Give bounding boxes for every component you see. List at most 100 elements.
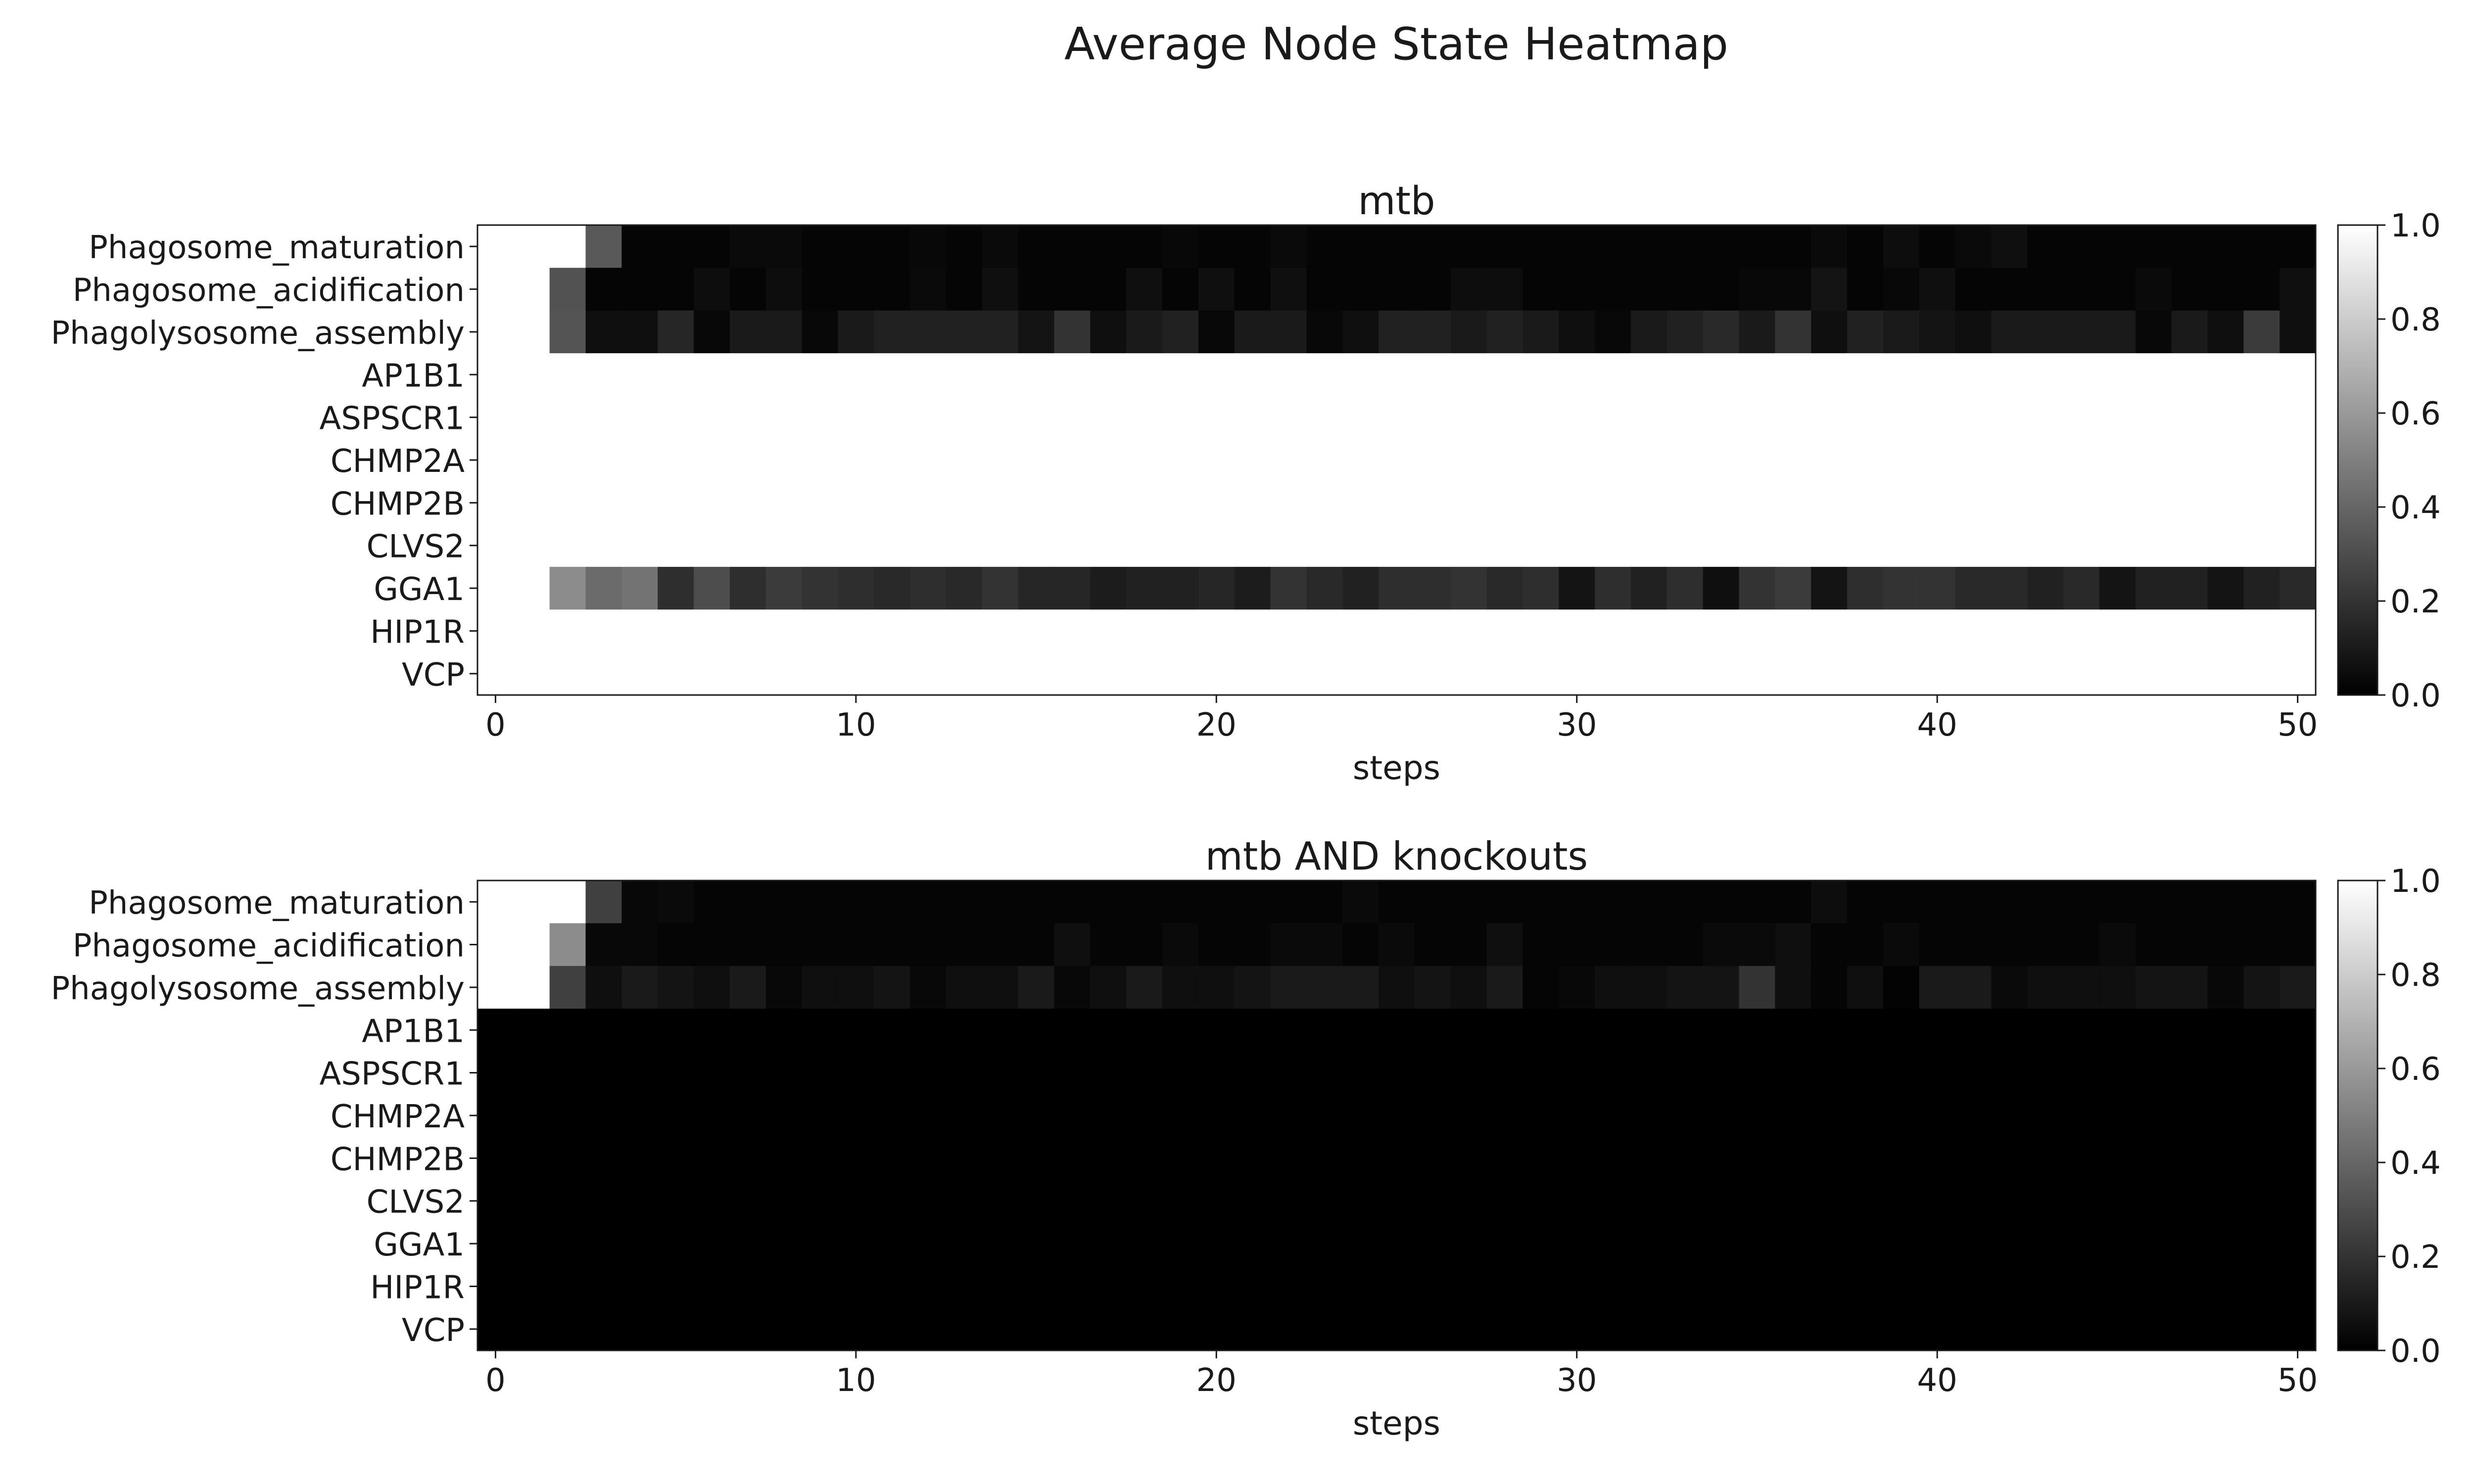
heatmap-cell — [1162, 1179, 1199, 1223]
heatmap-cell — [1955, 438, 1992, 482]
heatmap-cell — [621, 481, 659, 525]
heatmap-cell — [1486, 966, 1523, 1009]
heatmap-cell — [1811, 353, 1848, 397]
heatmap-cell — [1883, 609, 1920, 653]
heatmap-cell — [838, 1179, 875, 1223]
heatmap-cell — [946, 881, 983, 924]
heatmap-cell — [1162, 225, 1199, 269]
heatmap-cell — [2099, 396, 2136, 439]
heatmap-cell — [1450, 652, 1487, 696]
heatmap-cell — [1414, 923, 1451, 967]
heatmap-cell — [2280, 524, 2316, 567]
heatmap-cell — [585, 225, 622, 269]
heatmap-cell — [2135, 481, 2172, 525]
heatmap-cell — [1379, 310, 1415, 354]
heatmap-cell — [765, 396, 803, 439]
heatmap-cell — [694, 1051, 730, 1095]
heatmap-cell — [694, 1094, 730, 1137]
heatmap-cell — [621, 524, 659, 567]
heatmap-cell — [513, 524, 550, 567]
heatmap-cell — [1811, 225, 1848, 269]
heatmap-cell — [2063, 609, 2100, 653]
heatmap-cell — [838, 225, 875, 269]
row-label: HIP1R — [370, 614, 465, 650]
heatmap-cell — [1955, 1137, 1992, 1180]
heatmap-cell — [1775, 881, 1811, 924]
heatmap-cell — [513, 1009, 550, 1052]
heatmap-cell — [1090, 1179, 1127, 1223]
heatmap-cell — [2243, 1222, 2280, 1266]
heatmap-cell — [1811, 966, 1848, 1009]
heatmap-cell — [1126, 396, 1163, 439]
heatmap-cell — [1630, 1307, 1667, 1351]
heatmap-cell — [2280, 481, 2316, 525]
heatmap-cell — [874, 481, 910, 525]
heatmap-cell — [1919, 438, 1956, 482]
heatmap-cell — [1991, 881, 2028, 924]
heatmap-cell — [585, 609, 622, 653]
heatmap-cell — [1018, 1051, 1055, 1095]
heatmap-cell — [910, 1222, 947, 1266]
heatmap-cell — [1342, 652, 1379, 696]
heatmap-cell — [1090, 438, 1127, 482]
heatmap-cell — [477, 881, 514, 924]
heatmap-cell — [1703, 566, 1740, 610]
heatmap-cell — [694, 1137, 730, 1180]
heatmap-cell — [513, 1222, 550, 1266]
x-tick-label: 30 — [1557, 1362, 1597, 1399]
heatmap-cell — [549, 396, 586, 439]
heatmap-cell — [1883, 524, 1920, 567]
heatmap-cell — [1270, 1307, 1307, 1351]
heatmap-cell — [1775, 1307, 1811, 1351]
heatmap-cell — [1559, 1307, 1595, 1351]
row-label: CHMP2B — [331, 1141, 465, 1178]
heatmap-cell — [1775, 481, 1811, 525]
heatmap-cell — [1342, 966, 1379, 1009]
heatmap-cell — [802, 1179, 839, 1223]
heatmap-cell — [910, 566, 947, 610]
row-label: CHMP2A — [331, 443, 465, 480]
heatmap-cell — [1595, 353, 1631, 397]
heatmap-cell — [2027, 923, 2064, 967]
heatmap-cell — [2099, 1265, 2136, 1308]
heatmap-cell — [1162, 1009, 1199, 1052]
heatmap-cell — [1847, 481, 1884, 525]
x-tick-label: 40 — [1917, 707, 1957, 743]
heatmap-cell — [982, 1009, 1019, 1052]
heatmap-cell — [1991, 923, 2028, 967]
heatmap-cell — [765, 268, 803, 311]
heatmap-cell — [1991, 481, 2028, 525]
heatmap-cell — [694, 1265, 730, 1308]
heatmap-cell — [2280, 1179, 2316, 1223]
heatmap-cell — [2243, 966, 2280, 1009]
heatmap-cell — [1018, 1009, 1055, 1052]
heatmap-cell — [2063, 1137, 2100, 1180]
heatmap-cell — [2207, 1051, 2244, 1095]
heatmap-cell — [2135, 1265, 2172, 1308]
heatmap-cell — [694, 438, 730, 482]
heatmap-cell — [1126, 1094, 1163, 1137]
heatmap-cell — [1414, 524, 1451, 567]
heatmap-cell — [1379, 481, 1415, 525]
x-axis-label: steps — [1353, 749, 1440, 787]
heatmap-cell — [946, 566, 983, 610]
heatmap-cell — [1595, 1307, 1631, 1351]
heatmap-cell — [802, 438, 839, 482]
heatmap-cell — [2207, 225, 2244, 269]
heatmap-cell — [1090, 225, 1127, 269]
heatmap-cell — [2135, 225, 2172, 269]
heatmap-cell — [1090, 396, 1127, 439]
heatmap-cell — [2063, 652, 2100, 696]
heatmap-cell — [2171, 524, 2208, 567]
heatmap-cell — [1162, 923, 1199, 967]
heatmap-cell — [1270, 225, 1307, 269]
heatmap-cell — [585, 566, 622, 610]
heatmap-cell — [1198, 652, 1235, 696]
heatmap-cell — [1559, 1137, 1595, 1180]
heatmap-cell — [621, 1307, 659, 1351]
heatmap-cell — [1234, 1222, 1271, 1266]
heatmap-cell — [1703, 310, 1740, 354]
heatmap-cell — [621, 1265, 659, 1308]
heatmap-cell — [1630, 1137, 1667, 1180]
heatmap-cell — [621, 566, 659, 610]
